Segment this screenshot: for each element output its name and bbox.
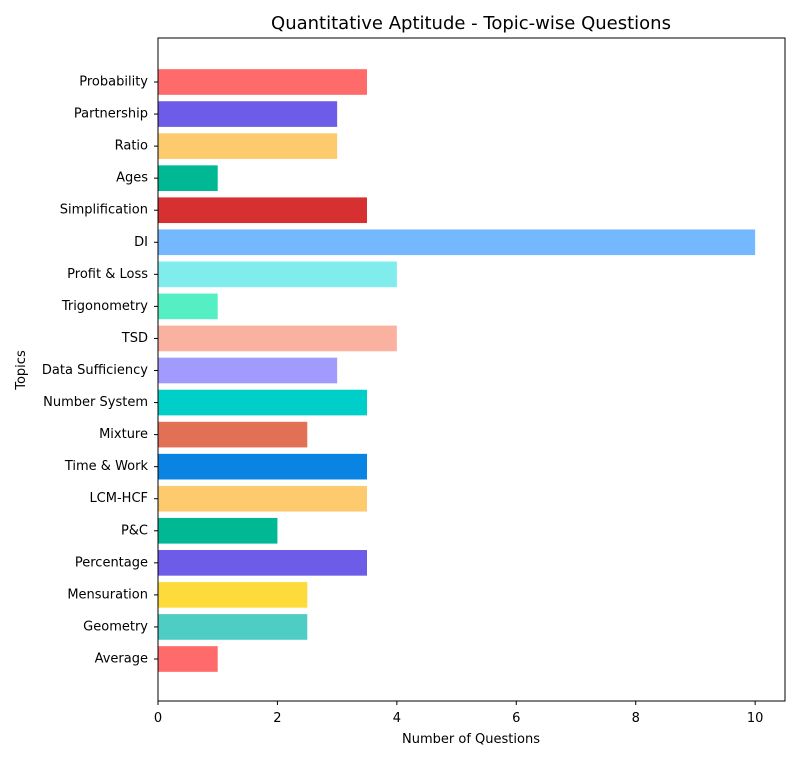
y-tick-label: Simplification <box>60 203 148 218</box>
y-tick-label: Mixture <box>99 427 148 442</box>
y-tick-label: Average <box>95 652 148 667</box>
bar-partnership <box>158 101 338 127</box>
plot-frame <box>157 37 786 702</box>
bar-profit-loss <box>158 261 397 288</box>
bar-trigonometry <box>158 293 218 320</box>
bar-di <box>158 229 756 256</box>
x-axis-ticks: 0 2 4 6 8 10 <box>154 701 764 726</box>
x-tick-label: 10 <box>747 711 764 726</box>
bar-ages <box>158 165 218 191</box>
y-tick-label: Data Sufficiency <box>42 363 148 378</box>
bar-average <box>158 646 218 672</box>
bar-number-system <box>158 389 367 416</box>
y-tick-label: LCM-HCF <box>89 491 148 506</box>
y-tick-label: Time & Work <box>64 459 149 474</box>
bar-p-c <box>158 517 278 544</box>
y-tick-label: Profit & Loss <box>67 267 148 282</box>
y-tick-label: TSD <box>121 331 148 346</box>
x-tick-label: 4 <box>393 711 401 726</box>
y-tick-label: Percentage <box>75 555 148 570</box>
chart-title: Quantitative Aptitude - Topic-wise Quest… <box>271 13 671 34</box>
y-tick-label: Probability <box>79 75 148 90</box>
y-tick-label: Ages <box>116 171 148 186</box>
bar-probability <box>158 69 367 95</box>
y-tick-label: DI <box>134 235 148 250</box>
bar-data-sufficiency <box>158 357 338 384</box>
bar-simplification <box>158 197 367 224</box>
y-tick-label: Trigonometry <box>61 299 148 314</box>
bar-mensuration <box>158 582 308 608</box>
y-tick-label: Geometry <box>83 619 148 634</box>
y-tick-label: P&C <box>121 523 148 538</box>
y-tick-label: Ratio <box>115 139 148 154</box>
x-tick-label: 8 <box>632 711 640 726</box>
bar-time-work <box>158 453 367 480</box>
y-tick-label: Mensuration <box>67 587 148 602</box>
bar-tsd <box>158 325 397 352</box>
bar-ratio <box>158 133 338 159</box>
x-tick-label: 2 <box>273 711 281 726</box>
bar-percentage <box>158 550 367 576</box>
x-tick-label: 0 <box>154 711 162 726</box>
x-axis-label: Number of Questions <box>402 732 540 747</box>
bar-lcm-hcf <box>158 485 367 512</box>
bar-mixture <box>158 421 308 448</box>
y-tick-label: Number System <box>43 395 148 410</box>
y-axis-label: Topics <box>14 350 29 391</box>
bar-geometry <box>158 614 308 640</box>
y-axis-ticks: Average Geometry Mensuration Percentage P&C L… <box>42 75 158 667</box>
x-tick-label: 6 <box>512 711 520 726</box>
bars-group <box>158 69 756 672</box>
y-tick-label: Partnership <box>74 107 148 122</box>
